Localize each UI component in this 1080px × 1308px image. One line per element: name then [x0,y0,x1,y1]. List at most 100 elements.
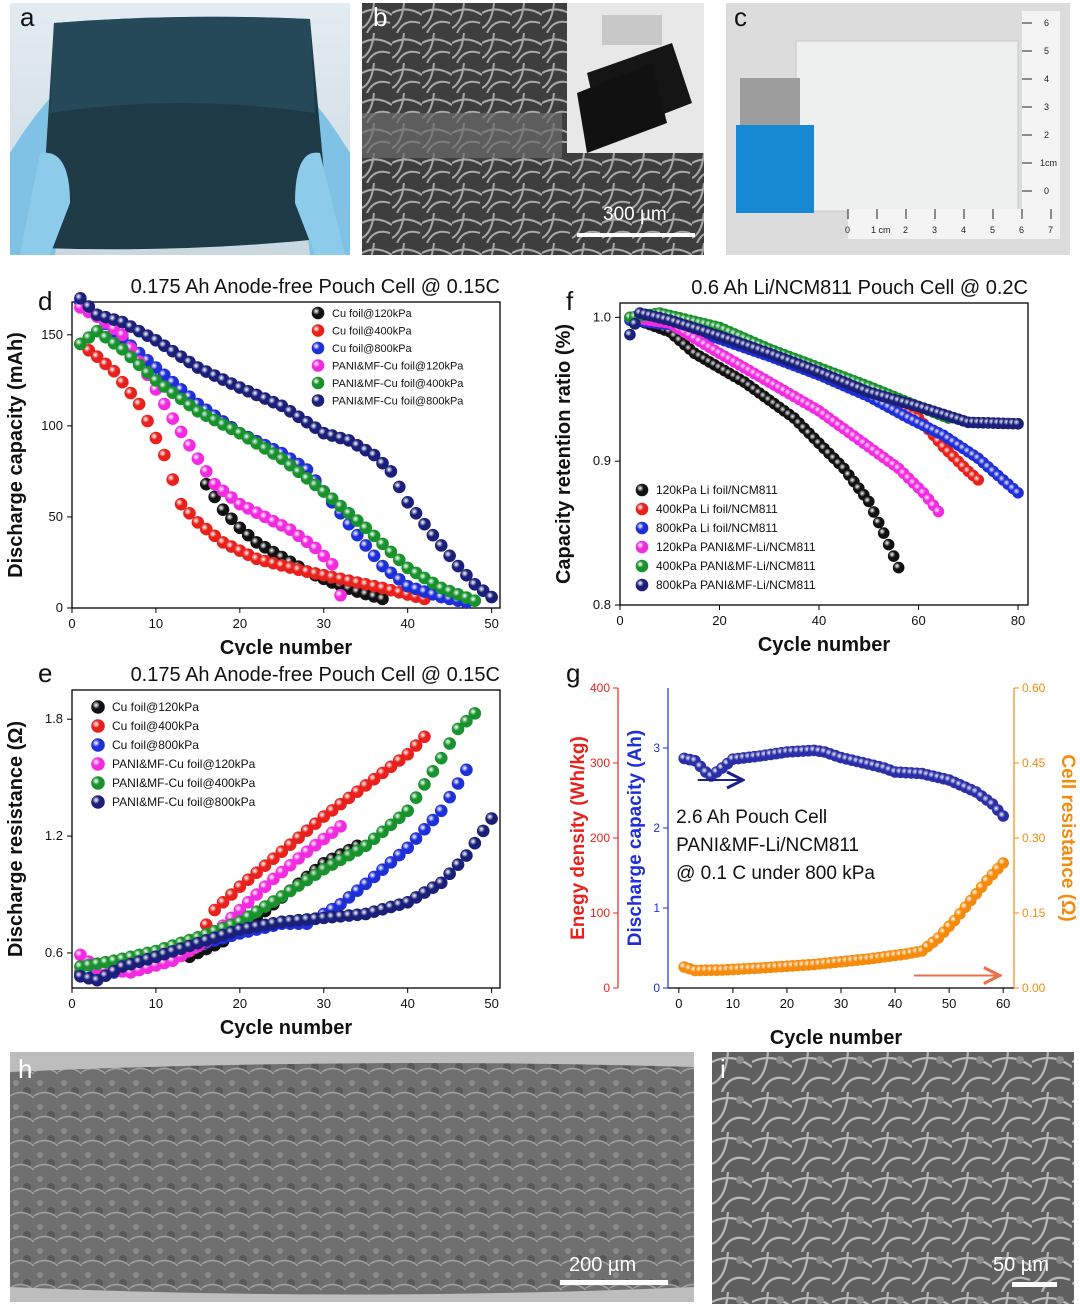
plot-frame-d [71,301,501,609]
legend-marker-d-1 [311,324,325,337]
legend-marker-e-1 [91,719,105,733]
point-e-3-29 [317,832,331,846]
legend-label-d-0: Cu foil@120kPa [332,308,413,320]
x-tick-label-g-2: 20 [780,996,794,1011]
point-e-1-16 [208,903,221,917]
point-d-4-1 [82,331,96,344]
point-e-3-21 [250,888,263,901]
y-tick-label-f-2: 1.0 [593,309,611,324]
y-right-tick-label-g-4: 0.60 [1022,681,1046,695]
point-d-0-5 [241,528,255,542]
y-inner-tick-label-g-2: 2 [653,821,660,835]
ruler-h-5: 5 [990,225,995,235]
point-e-4-34 [359,839,373,853]
point-d-4-6 [124,350,138,364]
series-d-5 [74,292,498,604]
series-d-4 [74,324,482,608]
y-axis-right-label-g: Cell resistance (Ω) [1057,754,1078,921]
point-e-1-20 [241,873,255,887]
point-d-4-7 [132,358,146,372]
series-g-1 [678,857,1009,977]
point-d-4-29 [317,485,331,498]
series-g-0 [678,744,1009,822]
point-d-3-30 [325,557,339,571]
y-right-tick-label-g-2: 0.30 [1022,831,1046,845]
legend-label-f-2: 800kPa Li foil/NCM811 [656,521,778,535]
point-d-5-1 [82,300,96,313]
point-d-5-44 [443,549,456,563]
photo-i-graphic [712,1052,1074,1304]
chart-title-d: 0.175 Ah Anode-free Pouch Cell @ 0.15C [131,276,500,298]
legend-marker-d-4 [311,376,325,390]
point-e-3-25 [283,858,297,872]
point-d-1-10 [158,448,171,462]
point-d-5-43 [434,539,448,552]
point-f-0-49 [867,506,880,518]
point-e-1-23 [267,852,280,865]
panel-label-e: e [38,658,53,688]
point-e-1-28 [309,817,322,830]
x-tick-label-g-3: 30 [834,996,848,1011]
photo-b-graphic [362,3,704,255]
panel-label-b: b [373,2,388,32]
legend-label-f-3: 120kPa PANI&MF-Li/NCM811 [656,540,816,554]
point-d-5-35 [367,448,381,462]
point-d-4-28 [309,478,322,492]
point-d-4-36 [376,537,389,551]
point-d-2-37 [384,566,398,580]
ruler-h-1: 1 cm [871,225,891,235]
y-tick-label-d-2: 100 [41,418,63,433]
point-e-1-17 [216,896,230,909]
point-e-3-30 [325,826,339,839]
point-d-1-9 [149,431,163,445]
point-d-0-2 [216,503,230,516]
point-d-1-7 [132,397,146,411]
scalebar-i-label: 50 µm [993,1254,1049,1276]
point-d-1-14 [191,516,205,529]
y-right-tick-label-g-0: 0.00 [1022,981,1046,995]
point-e-2-32 [342,891,356,904]
point-f-5-78 [1012,418,1024,430]
legend-label-f-5: 800kPa PANI&MF-Li/NCM811 [656,578,816,592]
legend-marker-e-0 [91,700,105,714]
point-d-1-12 [174,497,188,511]
annotation-g-2: @ 0.1 C under 800 kPa [676,863,875,884]
x-tick-label-f-2: 40 [812,613,826,628]
point-f-0-51 [877,527,890,539]
photo-a-graphic [10,16,350,255]
photo-a-flexible-sheet [10,3,350,255]
x-tick-label-d-4: 40 [400,616,414,631]
point-e-4-37 [384,818,398,832]
legend-e: Cu foil@120kPa Cu foil@400kPa Cu foil@800k… [91,700,256,809]
point-e-4-44 [443,737,456,750]
x-tick-label-f-0: 0 [616,613,623,628]
legend-marker-f-0 [635,483,649,497]
point-e-2-36 [376,863,389,876]
ruler-v-3: 3 [1044,102,1049,112]
point-d-4-5 [116,343,129,356]
point-e-5-47 [468,836,482,850]
point-d-1-6 [124,386,138,400]
x-tick-label-e-2: 20 [233,996,247,1011]
point-e-4-45 [451,722,465,736]
x-tick-label-d-3: 30 [317,616,331,631]
x-tick-label-e-5: 50 [484,996,498,1011]
point-f-0-52 [882,538,895,551]
point-e-3-23 [267,872,280,886]
point-d-5-49 [485,590,498,604]
x-tick-label-d-1: 10 [149,616,163,631]
legend-label-d-1: Cu foil@400kPa [332,326,413,338]
point-d-4-35 [367,529,381,543]
chart-e-discharge-resistance: 0 10 20 30 40 50 0.6 1.2 1.8 0.175 Ah Anode-free … [5,664,501,1039]
panel-label-g: g [566,658,581,688]
point-d-4-25 [283,458,297,472]
point-e-4-38 [392,811,406,825]
panel-label-c: c [734,2,747,32]
x-tick-label-g-6: 60 [996,996,1010,1011]
point-d-1-3 [99,357,112,371]
ruler-v-2: 2 [1044,130,1049,140]
x-axis-label-f: Cycle number [758,634,890,655]
y-outer-tick-label-g-3: 300 [590,756,610,770]
point-e-1-39 [401,747,414,761]
point-e-2-45 [451,777,465,790]
